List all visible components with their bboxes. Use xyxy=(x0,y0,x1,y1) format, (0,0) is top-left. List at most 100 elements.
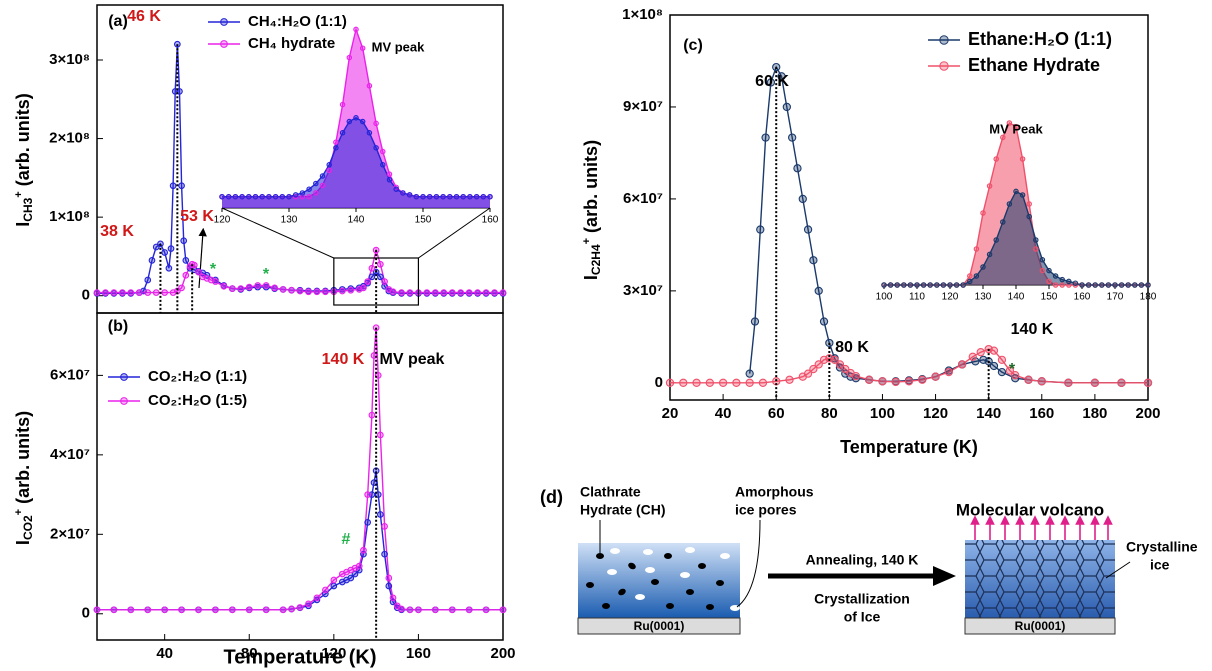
data-point xyxy=(1090,378,1100,387)
data-point xyxy=(745,369,754,378)
data-point xyxy=(1117,378,1126,387)
data-point xyxy=(161,606,169,614)
data-point xyxy=(1013,188,1019,195)
x-tick-label: 160 xyxy=(406,645,431,662)
data-point xyxy=(480,193,487,200)
y-title-rest: (arb. units) xyxy=(13,93,33,186)
data-point xyxy=(1046,267,1052,274)
data-point xyxy=(219,193,225,200)
data-point xyxy=(793,164,802,173)
data-point xyxy=(1145,282,1151,288)
x-tick-label: 130 xyxy=(281,215,298,226)
data-point xyxy=(457,289,465,296)
data-point xyxy=(381,523,388,530)
data-point xyxy=(679,378,688,387)
data-point xyxy=(373,120,379,127)
data-point xyxy=(279,606,287,614)
legend-label: CH₄ hydrate xyxy=(248,35,335,52)
annotation: * xyxy=(263,266,270,283)
x-axis-title: Temperature (K) xyxy=(224,646,377,668)
annotation: 46 K xyxy=(127,8,161,25)
y-axis-title: IC2H4+ (arb. units) xyxy=(581,140,603,280)
data-point xyxy=(102,289,109,296)
data-point xyxy=(914,282,920,288)
zoom-box xyxy=(333,257,420,306)
data-point xyxy=(239,193,245,200)
x-tick-label: 200 xyxy=(1135,405,1160,422)
chart-panel: 0 1×10⁸ 2×10⁸ 3×10⁸ ICH3+ (arb. units) (a) 46 K… xyxy=(13,4,507,314)
annotation: * xyxy=(210,261,217,278)
data-point xyxy=(788,133,797,142)
data-point xyxy=(997,355,1007,364)
x-tick-label: 120 xyxy=(321,645,346,662)
data-point xyxy=(482,606,490,614)
x-tick-label: 120 xyxy=(923,405,948,422)
data-point xyxy=(346,54,353,61)
data-point xyxy=(1059,276,1065,283)
legend-marker xyxy=(939,61,949,71)
data-point xyxy=(433,193,440,200)
annotation: MV peak xyxy=(372,39,426,54)
data-point xyxy=(1000,134,1006,141)
data-point xyxy=(299,193,306,200)
x-tick-label: 130 xyxy=(975,292,992,303)
legend-marker xyxy=(120,373,128,381)
annotation: * xyxy=(1009,361,1016,378)
chart-panel: 20 40 60 80 100 120 140 160 180 200 0 3×10⁷ 6×10⁷ 9×1… xyxy=(581,6,1161,457)
data-point xyxy=(195,606,202,614)
data-point xyxy=(347,286,355,294)
data-point xyxy=(809,364,818,374)
process-label: Annealing, 140 K xyxy=(806,552,919,568)
data-point xyxy=(944,367,953,377)
data-point xyxy=(380,162,386,168)
data-point xyxy=(901,282,907,288)
data-point xyxy=(406,289,414,296)
x-tick-label: 110 xyxy=(909,292,925,303)
x-tick-label: 160 xyxy=(482,215,499,226)
annotation: 38 K xyxy=(100,223,134,240)
data-point xyxy=(288,605,295,613)
data-point xyxy=(447,193,453,200)
data-point xyxy=(881,282,887,288)
data-point xyxy=(385,574,393,582)
data-point xyxy=(330,576,338,584)
legend-label: Ethane:H₂O (1:1) xyxy=(968,29,1112,49)
data-point xyxy=(359,118,366,125)
y-title-sup: + xyxy=(13,191,25,197)
process-label: Crystallization xyxy=(814,591,910,607)
data-point xyxy=(851,371,861,381)
annotation: MV Peak xyxy=(989,121,1043,136)
data-point xyxy=(228,606,236,614)
data-point xyxy=(254,282,262,289)
data-point xyxy=(385,582,393,590)
data-point xyxy=(389,288,397,296)
data-point xyxy=(1000,219,1006,225)
data-point xyxy=(1013,123,1019,130)
y-title-main: I xyxy=(13,222,33,227)
data-point xyxy=(169,182,177,190)
data-point xyxy=(1118,282,1125,288)
y-axis-title: ICO2+ (arb. units) xyxy=(13,411,35,545)
data-point xyxy=(279,193,286,200)
y-tick-label: 6×10⁷ xyxy=(50,366,90,383)
data-point xyxy=(692,378,701,387)
x-tick-label: 140 xyxy=(348,215,365,226)
x-tick-label: 80 xyxy=(241,645,258,662)
data-point xyxy=(782,102,791,112)
data-point xyxy=(389,594,397,602)
y-tick-label: 1×10⁸ xyxy=(622,6,663,23)
data-point xyxy=(313,288,321,296)
legend-marker xyxy=(939,35,949,45)
data-point xyxy=(182,257,190,264)
data-point xyxy=(1052,282,1059,288)
data-point xyxy=(306,193,312,200)
caption: Amorphous xyxy=(735,484,814,500)
data-point xyxy=(144,276,152,284)
data-point xyxy=(940,282,947,288)
callout xyxy=(1105,561,1131,579)
y-title-sub: CO2 xyxy=(21,515,35,540)
data-point xyxy=(785,375,794,384)
zoom-line xyxy=(221,207,335,259)
data-point xyxy=(499,289,507,296)
data-point xyxy=(851,374,861,383)
